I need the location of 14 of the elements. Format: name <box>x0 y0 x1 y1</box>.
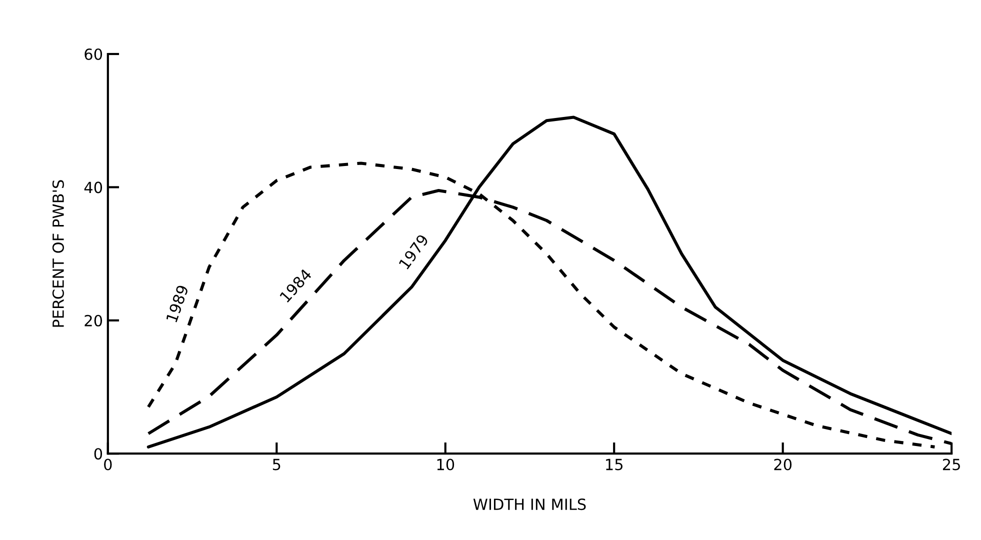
x-tick-label: 10 <box>437 458 454 470</box>
x-axis-title: WIDTH IN MILS <box>473 498 586 510</box>
y-axis-title: PERCENT OF PWB'S <box>52 180 64 327</box>
x-tick-label: 25 <box>942 458 960 470</box>
x-tick-label: 20 <box>774 458 792 470</box>
line-series <box>146 116 952 448</box>
y-tick-label: 0 <box>94 448 102 460</box>
x-tick-label: 0 <box>104 458 112 470</box>
text: 1989 <box>166 284 189 323</box>
x-tick-label: 5 <box>272 458 280 470</box>
y-tick-label: 40 <box>84 182 102 194</box>
x-tick-label: 15 <box>606 458 622 470</box>
y-tick-label: 60 <box>84 48 102 60</box>
y-tick-label: 20 <box>84 314 102 326</box>
